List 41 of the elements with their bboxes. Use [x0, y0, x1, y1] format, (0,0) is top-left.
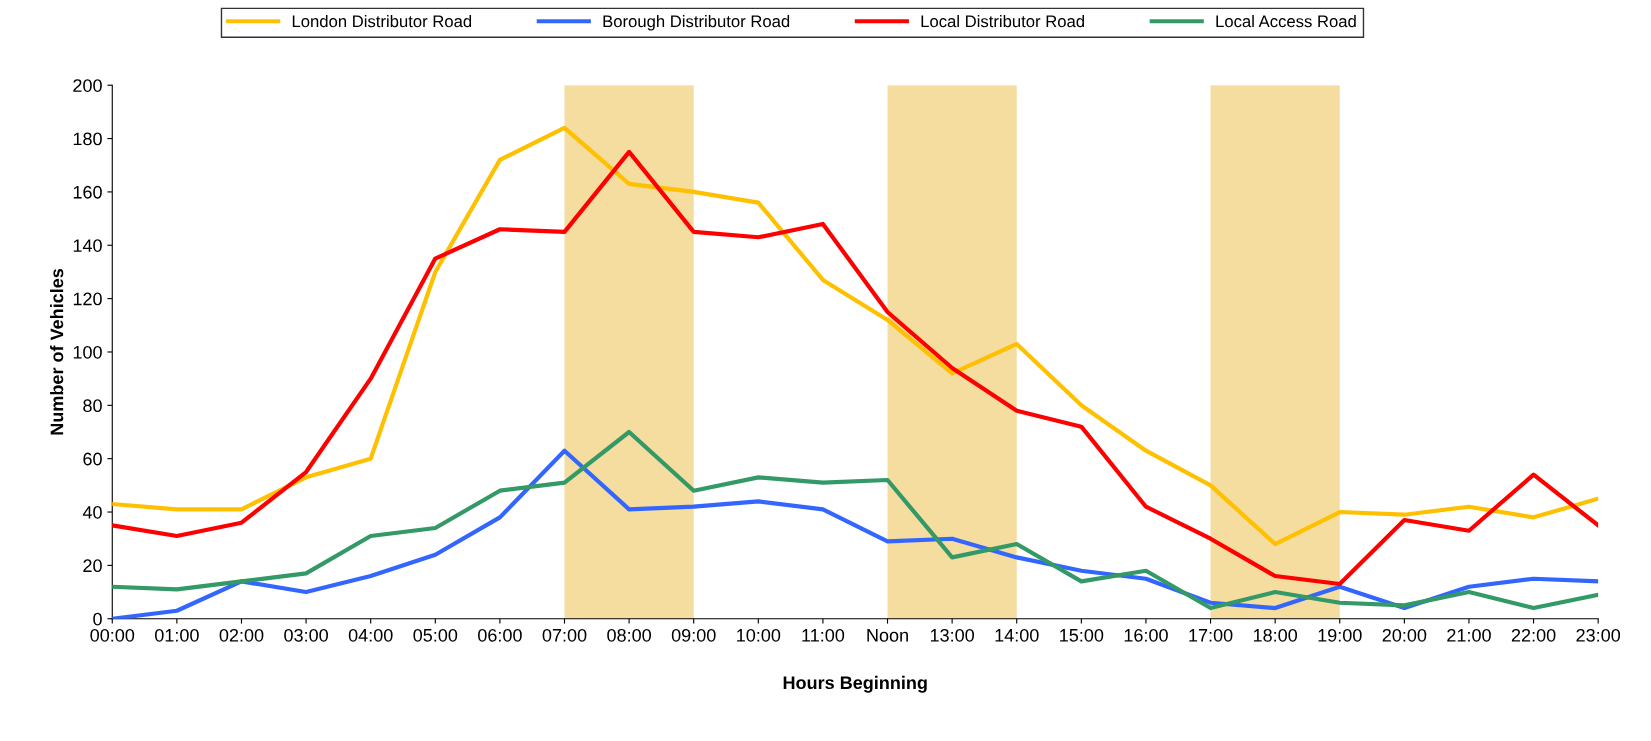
x-tick-label: 05:00: [413, 628, 458, 642]
y-tick-label: 160: [73, 185, 102, 199]
x-tick-label: 20:00: [1382, 628, 1427, 642]
x-tick-label: Noon: [867, 629, 908, 642]
y-tick-label: 180: [73, 132, 102, 146]
x-tick-label: 15:00: [1060, 628, 1104, 642]
y-tick-label: 100: [73, 345, 102, 359]
legend-label: London Distributor Road: [292, 15, 472, 28]
x-tick-label: 06:00: [478, 628, 522, 642]
x-tick-label: 17:00: [1189, 628, 1233, 642]
x-tick-label: 07:00: [542, 628, 587, 642]
x-tick-label: 08:00: [607, 628, 651, 642]
x-tick-label: 01:00: [154, 628, 199, 642]
x-tick-label: 09:00: [671, 628, 716, 642]
x-tick-label: 21:00: [1447, 628, 1491, 642]
x-tick-label: 10:00: [737, 628, 781, 642]
y-tick-label: 20: [83, 559, 102, 573]
x-tick-label: 23:00: [1576, 628, 1621, 642]
y-tick-label: 0: [93, 612, 102, 626]
y-tick-label: 80: [83, 399, 102, 413]
x-tick-label: 14:00: [995, 628, 1039, 642]
x-tick-label: 22:00: [1511, 628, 1556, 642]
x-axis-title: Hours Beginning: [783, 675, 927, 693]
x-tick-label: 00:00: [90, 628, 135, 642]
y-tick-label: 200: [73, 79, 102, 92]
x-tick-label: 16:00: [1124, 628, 1168, 642]
x-tick-label: 02:00: [219, 628, 264, 642]
x-tick-label: 19:00: [1318, 628, 1362, 642]
legend-label: Borough Distributor Road: [603, 15, 790, 31]
y-tick-label: 60: [83, 452, 102, 466]
x-tick-label: 11:00: [802, 628, 845, 642]
x-tick-label: 13:00: [930, 628, 975, 642]
y-axis-title: Number of Vehicles: [50, 268, 64, 435]
x-tick-label: 03:00: [284, 628, 328, 642]
y-tick-label: 120: [73, 292, 102, 306]
y-tick-label: 140: [73, 239, 102, 252]
legend-label: Local Access Road: [1216, 15, 1356, 28]
x-tick-label: 04:00: [348, 628, 393, 642]
legend-label: Local Distributor Road: [921, 15, 1084, 28]
x-tick-label: 18:00: [1253, 628, 1298, 642]
y-tick-label: 40: [82, 505, 102, 519]
